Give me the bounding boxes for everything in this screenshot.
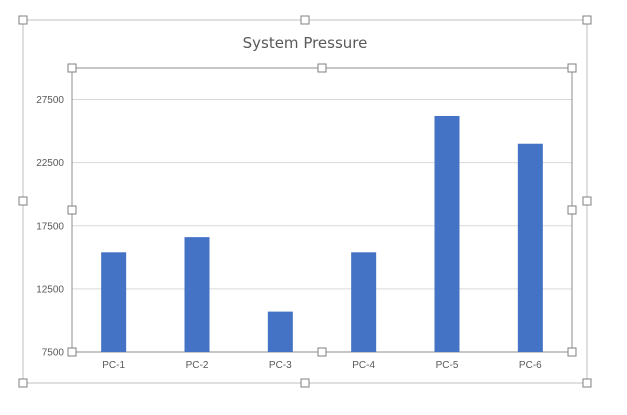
chart-handle-middle-right[interactable] [582, 196, 592, 206]
bars [101, 115, 543, 352]
chart-handle-bottom-center[interactable] [300, 378, 310, 388]
bar-pc-6[interactable] [517, 143, 543, 352]
chart-title[interactable]: System Pressure [243, 34, 368, 52]
bar-pc-4[interactable] [351, 252, 377, 352]
x-tick-label: PC-5 [436, 360, 459, 371]
y-axis-ticks: 7500 12500 17500 22500 27500 [36, 95, 64, 358]
bar-pc-5[interactable] [434, 115, 460, 352]
plot-handle-top-center[interactable] [317, 63, 327, 73]
plot-handle-bottom-right[interactable] [567, 347, 577, 357]
gridlines [72, 99, 572, 290]
y-tick-label: 17500 [36, 221, 64, 232]
x-tick-label: PC-3 [269, 360, 292, 371]
y-tick-label: 27500 [36, 95, 64, 106]
bar-pc-2[interactable] [184, 237, 210, 352]
y-tick-label: 7500 [42, 348, 65, 359]
plot-handle-top-left[interactable] [67, 63, 77, 73]
chart-area-handles [18, 15, 592, 388]
x-tick-label: PC-6 [519, 360, 542, 371]
x-axis-ticks: PC-1 PC-2 PC-3 PC-4 PC-5 PC-6 [102, 360, 542, 371]
x-tick-label: PC-4 [352, 360, 375, 371]
plot-handle-top-right[interactable] [567, 63, 577, 73]
chart-handle-bottom-left[interactable] [18, 378, 28, 388]
bar-pc-1[interactable] [101, 252, 127, 352]
bar-pc-3[interactable] [267, 311, 293, 352]
y-tick-label: 12500 [36, 284, 64, 295]
chart-handle-top-left[interactable] [18, 15, 28, 25]
plot-handle-bottom-left[interactable] [67, 347, 77, 357]
plot-handle-middle-left[interactable] [67, 205, 77, 215]
chart-handle-top-center[interactable] [300, 15, 310, 25]
plot-handle-middle-right[interactable] [567, 205, 577, 215]
plot-area-handles [67, 63, 577, 357]
x-tick-label: PC-1 [102, 360, 125, 371]
chart-handle-bottom-right[interactable] [582, 378, 592, 388]
x-tick-label: PC-2 [186, 360, 209, 371]
y-tick-label: 22500 [36, 158, 64, 169]
chart-handle-middle-left[interactable] [18, 196, 28, 206]
chart-handle-top-right[interactable] [582, 15, 592, 25]
plot-handle-bottom-center[interactable] [317, 347, 327, 357]
